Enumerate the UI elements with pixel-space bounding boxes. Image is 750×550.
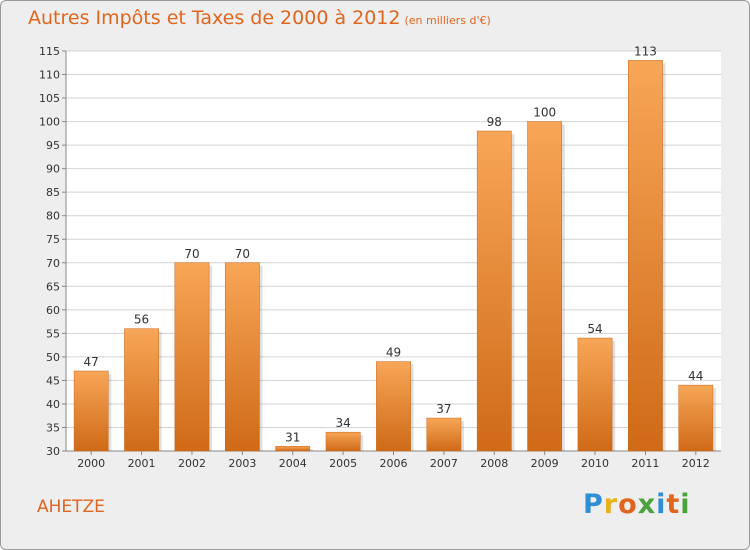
y-tick-label: 45	[46, 374, 60, 387]
y-tick-label: 85	[46, 186, 60, 199]
bar	[376, 361, 411, 452]
chart-title-text: Autres Impôts et Taxes de 2000 à 2012	[28, 7, 401, 29]
chart-subtitle: (en milliers d'€)	[404, 14, 491, 27]
x-tick-label: 2008	[480, 457, 508, 470]
y-tick-label: 75	[46, 233, 60, 246]
y-tick-label: 35	[46, 421, 60, 434]
y-tick-label: 50	[46, 351, 60, 364]
x-tick-label: 2000	[77, 457, 105, 470]
commune-name: AHETZE	[37, 497, 105, 517]
x-tick-label: 2004	[279, 457, 307, 470]
bar	[426, 417, 462, 452]
data-label: 70	[235, 247, 250, 261]
y-tick-label: 95	[46, 139, 60, 152]
bar	[325, 431, 361, 452]
x-tick-label: 2011	[631, 457, 659, 470]
bar	[628, 60, 663, 452]
y-tick-label: 105	[39, 92, 60, 105]
data-label: 98	[487, 115, 502, 129]
bar	[275, 446, 311, 452]
bar	[678, 384, 714, 452]
logo-letter: t	[666, 489, 681, 520]
bar	[73, 370, 109, 452]
y-tick-label: 55	[46, 327, 60, 340]
y-tick-label: 65	[46, 280, 60, 293]
data-label: 47	[84, 355, 99, 369]
y-tick-label: 80	[46, 210, 60, 223]
bar	[577, 337, 613, 452]
y-tick-label: 90	[46, 163, 60, 176]
bar	[174, 262, 210, 452]
y-tick-label: 110	[39, 69, 60, 82]
y-tick-label: 115	[39, 45, 60, 58]
x-tick-label: 2007	[430, 457, 458, 470]
x-tick-label: 2009	[531, 457, 559, 470]
data-label: 100	[533, 106, 556, 120]
x-tick-label: 2005	[329, 457, 357, 470]
logo-letter: i	[680, 489, 691, 520]
logo-letter: x	[637, 489, 657, 520]
x-tick-label: 2001	[128, 457, 156, 470]
x-tick-label: 2002	[178, 457, 206, 470]
bar	[124, 328, 159, 452]
chart-title: Autres Impôts et Taxes de 2000 à 2012 (en…	[28, 7, 491, 29]
x-tick-label: 2010	[581, 457, 609, 470]
bar	[527, 121, 563, 452]
data-label: 37	[436, 402, 451, 416]
data-label: 54	[587, 322, 602, 336]
data-label: 49	[386, 346, 401, 360]
data-label: 34	[335, 416, 350, 430]
logo-letter: P	[583, 489, 604, 520]
proxiti-logo: Proxiti	[583, 489, 691, 520]
data-label: 56	[134, 313, 149, 327]
x-tick-label: 2012	[682, 457, 710, 470]
y-tick-label: 70	[46, 257, 60, 270]
logo-letter: i	[656, 489, 667, 520]
x-tick-label: 2003	[228, 457, 256, 470]
x-tick-label: 2006	[380, 457, 408, 470]
y-tick-label: 40	[46, 398, 60, 411]
data-label: 31	[285, 430, 300, 444]
bar	[224, 262, 260, 452]
y-tick-label: 30	[46, 445, 60, 458]
data-label: 70	[184, 247, 199, 261]
y-tick-label: 100	[39, 116, 60, 129]
logo-letter: o	[618, 489, 638, 520]
y-tick-label: 60	[46, 304, 60, 317]
logo-letter: r	[603, 489, 619, 520]
bar	[476, 130, 512, 452]
data-label: 44	[688, 369, 703, 383]
data-label: 113	[634, 44, 657, 58]
